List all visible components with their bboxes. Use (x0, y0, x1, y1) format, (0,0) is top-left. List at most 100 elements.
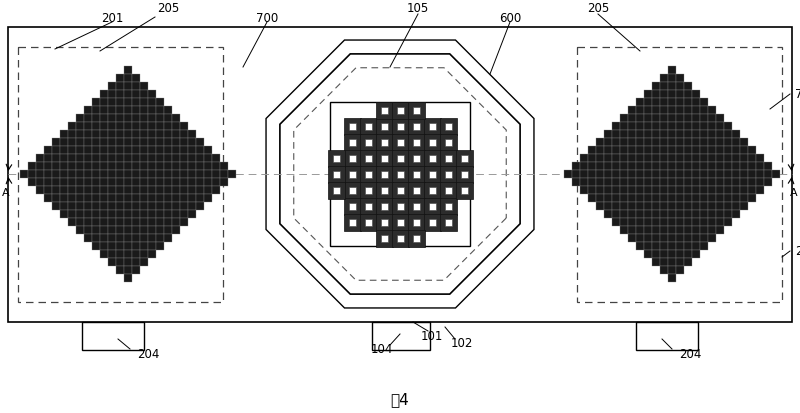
Bar (684, 211, 692, 218)
Bar (116, 123, 124, 131)
Bar (116, 267, 124, 274)
Bar (660, 267, 668, 274)
Bar (349, 187, 355, 194)
Bar (92, 99, 100, 107)
Bar (652, 91, 660, 98)
Bar (148, 115, 156, 122)
Bar (684, 99, 692, 107)
Bar (732, 163, 740, 170)
Bar (660, 227, 668, 234)
Bar (349, 155, 355, 162)
Bar (612, 179, 620, 186)
Bar (108, 147, 116, 154)
Bar (445, 203, 451, 210)
Bar (164, 179, 172, 186)
Bar (445, 123, 451, 130)
Bar (124, 275, 132, 282)
Bar (748, 179, 756, 186)
Bar (84, 155, 92, 162)
Bar (196, 171, 204, 178)
Bar (140, 179, 148, 186)
Bar (164, 203, 172, 210)
Bar (716, 203, 724, 210)
Bar (692, 203, 700, 210)
Bar (188, 163, 196, 170)
Bar (429, 123, 435, 130)
Bar (36, 187, 44, 194)
Bar (445, 187, 451, 194)
Bar (652, 163, 660, 170)
Bar (716, 171, 724, 178)
Bar (668, 195, 676, 202)
Bar (423, 166, 441, 183)
Bar (148, 211, 156, 218)
Bar (455, 150, 473, 167)
Bar (455, 182, 473, 199)
Bar (124, 67, 132, 74)
Bar (140, 99, 148, 107)
Bar (708, 219, 716, 226)
Bar (172, 227, 180, 234)
Bar (116, 147, 124, 154)
Bar (652, 211, 660, 218)
Bar (676, 267, 684, 274)
Bar (429, 203, 435, 210)
Bar (381, 187, 387, 194)
Bar (724, 147, 732, 154)
Bar (628, 123, 636, 131)
Bar (700, 211, 708, 218)
Bar (164, 235, 172, 242)
Bar (628, 171, 636, 178)
Bar (676, 235, 684, 242)
Bar (708, 115, 716, 122)
Bar (716, 115, 724, 122)
Bar (684, 155, 692, 162)
Bar (172, 139, 180, 146)
Bar (652, 243, 660, 250)
Bar (620, 171, 628, 178)
Bar (660, 243, 668, 250)
Bar (124, 163, 132, 170)
Bar (196, 195, 204, 202)
Bar (20, 171, 28, 178)
Bar (52, 179, 60, 186)
Bar (108, 115, 116, 122)
Bar (708, 155, 716, 162)
Bar (124, 211, 132, 218)
Bar (580, 155, 588, 162)
Bar (772, 171, 780, 178)
Bar (172, 179, 180, 186)
Bar (52, 139, 60, 146)
Bar (620, 115, 628, 122)
Bar (140, 163, 148, 170)
Bar (700, 179, 708, 186)
Bar (676, 155, 684, 162)
Bar (429, 155, 435, 162)
Bar (620, 203, 628, 210)
Bar (116, 203, 124, 210)
Bar (407, 134, 425, 151)
Bar (604, 147, 612, 154)
Bar (692, 243, 700, 250)
Bar (36, 171, 44, 178)
Bar (172, 155, 180, 162)
Bar (108, 139, 116, 146)
Bar (407, 198, 425, 215)
Bar (692, 123, 700, 131)
Bar (204, 171, 212, 178)
Bar (620, 139, 628, 146)
Bar (92, 211, 100, 218)
Bar (652, 235, 660, 242)
Bar (580, 179, 588, 186)
Bar (636, 187, 644, 194)
Bar (620, 147, 628, 154)
Bar (180, 155, 188, 162)
Bar (700, 219, 708, 226)
Bar (740, 171, 748, 178)
Bar (52, 203, 60, 210)
Bar (172, 147, 180, 154)
Bar (92, 163, 100, 170)
Bar (636, 203, 644, 210)
Bar (644, 179, 652, 186)
Bar (124, 235, 132, 242)
